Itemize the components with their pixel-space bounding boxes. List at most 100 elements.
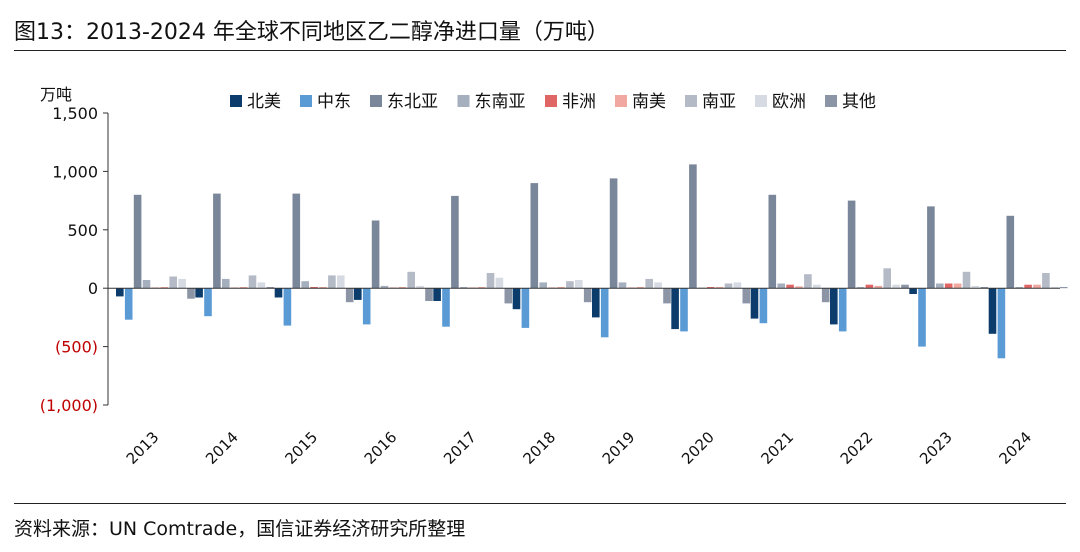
- bar: [416, 285, 424, 289]
- bar: [204, 288, 212, 317]
- y-tick-label: 1,500: [52, 104, 98, 123]
- legend-item: 非洲: [545, 92, 596, 112]
- x-tick-label: 2015: [281, 428, 321, 468]
- bar: [645, 278, 653, 289]
- legend-item: 东南亚: [457, 92, 526, 112]
- legend-label: 北美: [247, 92, 281, 112]
- bar: [425, 288, 433, 301]
- bar: [530, 183, 539, 289]
- bar: [328, 275, 336, 289]
- bar: [451, 195, 459, 289]
- bar: [521, 288, 530, 328]
- bar: [512, 288, 521, 310]
- bar: [971, 285, 980, 289]
- bar-series-group: [116, 164, 1068, 359]
- bar: [962, 271, 971, 289]
- legend-label: 中东: [317, 92, 351, 112]
- bar: [847, 200, 856, 289]
- bar: [1024, 284, 1032, 289]
- x-tick-label: 2019: [599, 428, 639, 468]
- legend-label: 东南亚: [475, 92, 526, 112]
- bar: [663, 288, 671, 304]
- legend-swatch: [230, 95, 242, 107]
- bar: [477, 287, 486, 289]
- bar: [1015, 287, 1023, 289]
- legend-label: 非洲: [562, 92, 596, 112]
- bar: [266, 287, 275, 289]
- y-tick-label: (1,000): [40, 396, 98, 415]
- x-tick-label: 2017: [440, 428, 480, 468]
- bar: [433, 288, 441, 301]
- bar: [856, 287, 865, 289]
- bar: [901, 284, 909, 289]
- bar: [460, 287, 468, 289]
- bar: [883, 268, 891, 289]
- y-tick-label: (500): [55, 338, 98, 357]
- legend-item: 中东: [300, 92, 351, 112]
- series-北美: [116, 288, 997, 334]
- bar: [371, 220, 380, 289]
- bar: [310, 287, 318, 289]
- bar: [768, 194, 777, 289]
- bar: [592, 288, 600, 318]
- bar: [733, 282, 742, 289]
- legend-item: 北美: [230, 92, 281, 112]
- bar: [936, 283, 944, 289]
- bar: [187, 288, 195, 299]
- legend-swatch: [457, 95, 470, 107]
- y-tick-label: 1,000: [52, 162, 98, 181]
- bar: [680, 288, 688, 332]
- bar: [169, 276, 177, 289]
- bar: [337, 275, 345, 289]
- bar: [362, 288, 371, 325]
- legend-swatch: [545, 95, 557, 107]
- bar: [927, 206, 935, 289]
- y-tick-label: 500: [67, 221, 98, 240]
- x-axis-ticks: 2013 2014 2015 2016 2017 2018 2019 2020 2021 2022…: [123, 428, 1035, 468]
- bar: [715, 287, 724, 289]
- bar: [222, 278, 230, 289]
- bar: [988, 288, 997, 334]
- bar: [724, 283, 733, 289]
- x-tick-label: 2013: [123, 428, 163, 468]
- legend-label: 东北亚: [387, 92, 438, 112]
- bar: [813, 284, 821, 289]
- bar: [354, 288, 362, 300]
- series-南亚: [169, 268, 1050, 289]
- bar: [575, 280, 583, 289]
- bar: [636, 287, 645, 289]
- bar: [795, 286, 803, 289]
- bar: [178, 278, 186, 289]
- bar: [874, 285, 883, 289]
- bar: [407, 271, 415, 289]
- bar: [953, 283, 962, 289]
- bar: [116, 288, 124, 297]
- y-tick-label: 0: [88, 279, 98, 298]
- bar: [380, 285, 389, 289]
- bar: [821, 288, 830, 303]
- bar: [539, 282, 547, 289]
- legend-swatch: [615, 95, 627, 107]
- legend-item: 南亚: [685, 92, 736, 112]
- bar: [248, 275, 257, 289]
- bar: [600, 288, 609, 338]
- legend-label: 南亚: [702, 92, 736, 112]
- bar: [804, 274, 812, 289]
- series-南美: [160, 283, 1041, 289]
- bar: [345, 288, 354, 303]
- bar: [398, 287, 407, 289]
- bar: [195, 288, 203, 298]
- bar: [257, 282, 266, 289]
- bar: [557, 287, 565, 289]
- bar: [504, 288, 513, 304]
- bar: [865, 284, 874, 289]
- legend-label: 其他: [842, 92, 876, 112]
- bar: [654, 282, 662, 289]
- title-rule: [14, 50, 1066, 51]
- x-tick-label: 2023: [916, 428, 956, 468]
- bar: [1006, 215, 1015, 289]
- bar: [292, 193, 301, 289]
- series-欧洲: [178, 275, 1059, 289]
- bar: [830, 288, 838, 325]
- bar: [124, 288, 133, 320]
